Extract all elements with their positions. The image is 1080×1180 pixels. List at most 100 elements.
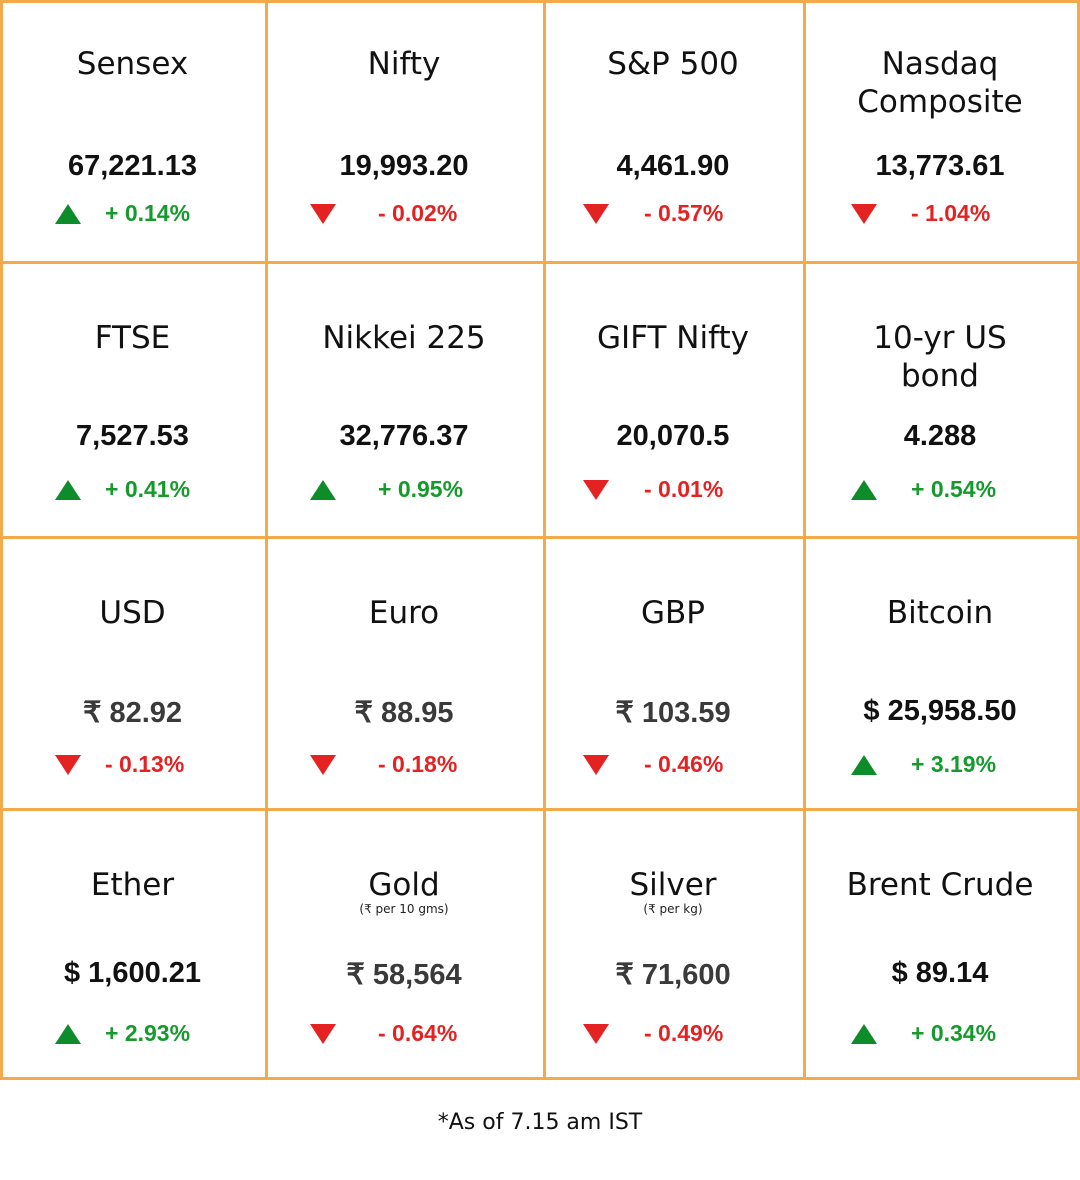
ticker-value: 13,773.61	[875, 150, 1005, 182]
ticker-name: Gold (₹ per 10 gms)	[265, 866, 543, 916]
ticker-change-row: - 0.49%	[543, 1020, 803, 1050]
ticker-value: ₹ 58,564	[346, 959, 462, 991]
ticker-name: 10-yr US bond	[840, 319, 1040, 395]
ticker-cell: GBP ₹ 103.59 - 0.46%	[543, 536, 806, 811]
ticker-name-label: USD	[99, 595, 166, 631]
ticker-change-row: - 0.18%	[265, 751, 543, 781]
down-arrow-icon	[583, 480, 609, 500]
ticker-change: - 0.01%	[644, 476, 724, 502]
ticker-change-row: - 0.01%	[543, 476, 803, 506]
down-arrow-icon	[55, 755, 81, 775]
ticker-change: - 0.13%	[105, 751, 185, 777]
ticker-name-label: 10-yr US bond	[873, 320, 1007, 394]
ticker-change: + 0.95%	[378, 476, 464, 502]
ticker-name-label: Gold	[368, 867, 440, 903]
down-arrow-icon	[851, 204, 877, 224]
ticker-value: $ 25,958.50	[863, 695, 1017, 727]
ticker-change-row: + 0.41%	[0, 476, 265, 506]
ticker-change-row: + 0.34%	[803, 1020, 1077, 1050]
down-arrow-icon	[310, 204, 336, 224]
ticker-cell: Silver (₹ per kg) ₹ 71,600 - 0.49%	[543, 808, 806, 1077]
ticker-cell: Nasdaq Composite 13,773.61 - 1.04%	[803, 0, 1077, 264]
ticker-name: USD	[0, 594, 265, 632]
ticker-name: Ether	[0, 866, 265, 904]
ticker-name: Nasdaq Composite	[840, 45, 1040, 121]
ticker-name-label: Ether	[90, 867, 175, 903]
ticker-value: 4.288	[903, 420, 977, 452]
up-arrow-icon	[55, 204, 81, 224]
ticker-name-label: S&P 500	[607, 46, 739, 82]
market-grid: Sensex 67,221.13 + 0.14% Nifty 19,993.20 - 0.…	[0, 0, 1080, 1080]
ticker-name: Sensex	[0, 45, 265, 83]
ticker-change-row: - 0.46%	[543, 751, 803, 781]
ticker-value: ₹ 82.92	[82, 697, 183, 729]
ticker-cell: USD ₹ 82.92 - 0.13%	[0, 536, 268, 811]
ticker-value: 67,221.13	[67, 150, 197, 182]
ticker-change: + 2.93%	[105, 1020, 191, 1046]
ticker-name-label: Euro	[368, 595, 440, 631]
ticker-change-row: + 0.95%	[265, 476, 543, 506]
ticker-name-label: Silver	[629, 867, 717, 903]
ticker-value: 4,461.90	[616, 150, 730, 182]
ticker-change-row: - 0.57%	[543, 200, 803, 230]
ticker-change-row: - 0.13%	[0, 751, 265, 781]
ticker-change: - 0.64%	[378, 1020, 458, 1046]
ticker-name: Brent Crude	[840, 866, 1040, 904]
ticker-change-row: + 3.19%	[803, 751, 1077, 781]
ticker-name: Silver (₹ per kg)	[543, 866, 803, 916]
ticker-cell: Ether $ 1,600.21 + 2.93%	[0, 808, 268, 1077]
ticker-change-row: + 2.93%	[0, 1020, 265, 1050]
ticker-unit-note: (₹ per 10 gms)	[359, 902, 449, 916]
ticker-name: FTSE	[0, 319, 265, 357]
ticker-cell: S&P 500 4,461.90 - 0.57%	[543, 0, 806, 264]
ticker-change: - 0.02%	[378, 200, 458, 226]
up-arrow-icon	[851, 480, 877, 500]
footnote: *As of 7.15 am IST	[437, 1110, 643, 1135]
ticker-cell: Bitcoin $ 25,958.50 + 3.19%	[803, 536, 1077, 811]
ticker-name: Bitcoin	[805, 594, 1076, 632]
ticker-name: S&P 500	[543, 45, 803, 83]
ticker-change-row: - 0.64%	[265, 1020, 543, 1050]
down-arrow-icon	[583, 755, 609, 775]
ticker-change-row: - 0.02%	[265, 200, 543, 230]
ticker-name-label: Nifty	[367, 46, 441, 82]
ticker-value: 19,993.20	[339, 150, 469, 182]
ticker-name: Nifty	[265, 45, 543, 83]
ticker-name-label: Bitcoin	[886, 595, 994, 631]
ticker-name: GIFT Nifty	[543, 319, 803, 357]
ticker-value: 20,070.5	[616, 420, 730, 452]
ticker-name-label: Nikkei 225	[322, 320, 486, 356]
ticker-name: Nikkei 225	[265, 319, 543, 357]
ticker-name-label: FTSE	[94, 320, 171, 356]
ticker-value: $ 89.14	[891, 957, 989, 989]
ticker-change-row: - 1.04%	[803, 200, 1077, 230]
ticker-value: $ 1,600.21	[63, 957, 202, 989]
ticker-cell: Sensex 67,221.13 + 0.14%	[0, 0, 268, 264]
ticker-name: Euro	[265, 594, 543, 632]
ticker-name-label: Brent Crude	[846, 867, 1034, 903]
ticker-cell: Gold (₹ per 10 gms) ₹ 58,564 - 0.64%	[265, 808, 546, 1077]
ticker-value: ₹ 103.59	[615, 697, 731, 729]
ticker-change: + 0.54%	[911, 476, 997, 502]
down-arrow-icon	[583, 1024, 609, 1044]
ticker-name-label: GIFT Nifty	[597, 320, 749, 356]
up-arrow-icon	[851, 1024, 877, 1044]
ticker-change-row: + 0.14%	[0, 200, 265, 230]
ticker-change: - 0.49%	[644, 1020, 724, 1046]
down-arrow-icon	[310, 1024, 336, 1044]
ticker-cell: 10-yr US bond 4.288 + 0.54%	[803, 261, 1077, 539]
ticker-change: + 3.19%	[911, 751, 997, 777]
up-arrow-icon	[55, 1024, 81, 1044]
ticker-value: ₹ 71,600	[615, 959, 731, 991]
ticker-cell: Nikkei 225 32,776.37 + 0.95%	[265, 261, 546, 539]
ticker-change: + 0.41%	[105, 476, 191, 502]
ticker-cell: GIFT Nifty 20,070.5 - 0.01%	[543, 261, 806, 539]
ticker-value: ₹ 88.95	[354, 697, 454, 729]
ticker-cell: Euro ₹ 88.95 - 0.18%	[265, 536, 546, 811]
ticker-cell: Brent Crude $ 89.14 + 0.34%	[803, 808, 1077, 1077]
ticker-change: - 0.57%	[644, 200, 724, 226]
ticker-unit-note: (₹ per kg)	[643, 902, 703, 916]
ticker-value: 32,776.37	[339, 420, 469, 452]
ticker-change: + 0.34%	[911, 1020, 997, 1046]
ticker-change: - 0.18%	[378, 751, 458, 777]
